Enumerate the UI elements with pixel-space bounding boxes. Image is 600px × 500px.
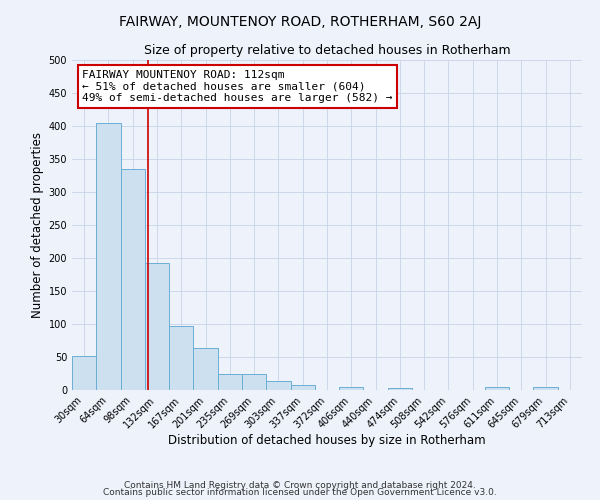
Text: Contains HM Land Registry data © Crown copyright and database right 2024.: Contains HM Land Registry data © Crown c… <box>124 480 476 490</box>
X-axis label: Distribution of detached houses by size in Rotherham: Distribution of detached houses by size … <box>168 434 486 447</box>
Text: Contains public sector information licensed under the Open Government Licence v3: Contains public sector information licen… <box>103 488 497 497</box>
Bar <box>533 388 558 390</box>
Bar <box>96 122 121 390</box>
Bar <box>242 374 266 390</box>
Bar <box>193 348 218 390</box>
Bar <box>266 382 290 390</box>
Bar <box>145 262 169 390</box>
Bar <box>72 356 96 390</box>
Bar <box>388 388 412 390</box>
Text: FAIRWAY MOUNTENOY ROAD: 112sqm
← 51% of detached houses are smaller (604)
49% of: FAIRWAY MOUNTENOY ROAD: 112sqm ← 51% of … <box>82 70 392 103</box>
Bar <box>169 326 193 390</box>
Y-axis label: Number of detached properties: Number of detached properties <box>31 132 44 318</box>
Bar <box>290 384 315 390</box>
Title: Size of property relative to detached houses in Rotherham: Size of property relative to detached ho… <box>143 44 511 58</box>
Text: FAIRWAY, MOUNTENOY ROAD, ROTHERHAM, S60 2AJ: FAIRWAY, MOUNTENOY ROAD, ROTHERHAM, S60 … <box>119 15 481 29</box>
Bar <box>485 386 509 390</box>
Bar <box>339 386 364 390</box>
Bar <box>121 169 145 390</box>
Bar <box>218 374 242 390</box>
